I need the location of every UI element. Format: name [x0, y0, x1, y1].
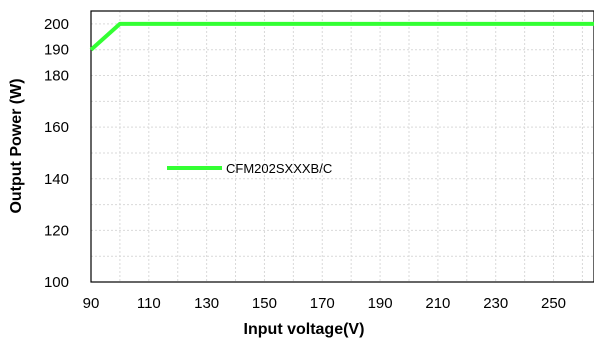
x-tick-label: 90 — [83, 295, 100, 312]
y-tick-label: 200 — [44, 16, 69, 33]
x-tick-label: 210 — [425, 295, 450, 312]
x-tick-label: 150 — [252, 295, 277, 312]
x-axis-title: Input voltage(V) — [244, 321, 365, 338]
y-axis-title: Output Power (W) — [8, 78, 25, 213]
x-tick-label: 190 — [368, 295, 393, 312]
series-line — [89, 21, 594, 52]
y-tick-label: 120 — [44, 222, 69, 239]
x-tick-label: 110 — [137, 295, 161, 312]
y-tick-label: 160 — [44, 119, 69, 136]
y-tick-label: 190 — [44, 42, 69, 59]
y-tick-label: 180 — [44, 68, 69, 85]
legend: CFM202SXXXB/C — [167, 161, 332, 176]
plot-frame — [90, 10, 594, 283]
series-group — [89, 21, 594, 52]
x-tick-label: 250 — [541, 295, 566, 312]
x-tick-label: 230 — [483, 295, 508, 312]
grid — [91, 11, 594, 282]
legend-label: CFM202SXXXB/C — [226, 161, 332, 176]
x-tick-label: 130 — [194, 295, 219, 312]
y-tick-label: 100 — [44, 274, 69, 291]
y-tick-labels: 100 120 140 160 180 190 200 — [44, 16, 69, 291]
y-tick-label: 140 — [44, 171, 69, 188]
x-tick-labels: 90 110 130 150 170 190 210 230 250 — [83, 295, 566, 312]
x-tick-label: 170 — [310, 295, 335, 312]
